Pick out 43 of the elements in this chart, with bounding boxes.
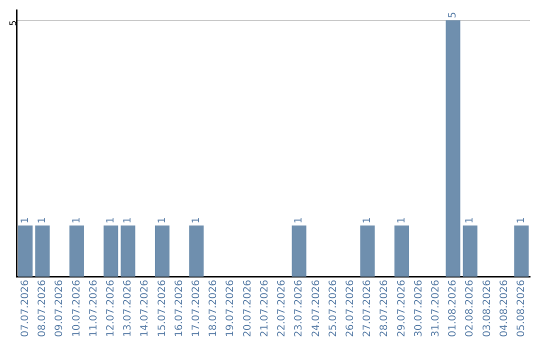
x-tick-label: 21.07.2026	[259, 280, 270, 338]
x-tick-label: 19.07.2026	[225, 280, 236, 338]
x-tick-label: 20.07.2026	[242, 280, 254, 338]
data-label: 5	[448, 12, 459, 18]
x-tick-label: 08.07.2026	[37, 280, 48, 338]
x-tick-label: 25.07.2026	[328, 280, 339, 338]
data-label: 1	[71, 217, 82, 224]
x-tick-label: 27.07.2026	[362, 280, 374, 338]
data-label: 1	[191, 217, 202, 224]
x-tick-label: 24.07.2026	[310, 280, 322, 338]
x-tick-label: 31.07.2026	[430, 280, 442, 338]
x-tick-label: 15.07.2026	[156, 280, 168, 338]
data-label: 1	[37, 217, 48, 224]
data-label: 1	[122, 217, 134, 224]
data-label: 1	[362, 217, 374, 224]
data-label: 1	[516, 217, 528, 224]
data-label: 1	[105, 217, 116, 224]
x-tick-label: 02.08.2026	[464, 280, 476, 338]
data-label: 1	[464, 217, 476, 224]
x-tick-label: 23.07.2026	[294, 280, 305, 338]
x-tick-label: 30.07.2026	[413, 280, 424, 338]
x-tick-label: 11.07.2026	[88, 280, 100, 338]
x-tick-label: 17.07.2026	[191, 280, 202, 338]
x-tick-label: 04.08.2026	[498, 280, 510, 338]
x-tick-label: 09.07.2026	[54, 280, 66, 338]
x-tick-label: 22.07.2026	[276, 280, 288, 338]
data-label: 1	[294, 217, 305, 224]
x-tick-label: 03.08.2026	[482, 280, 493, 338]
x-tick-label: 13.07.2026	[122, 280, 134, 338]
x-tick-label: 07.07.2026	[20, 280, 31, 338]
x-tick-label: 01.08.2026	[448, 280, 459, 338]
data-label: 1	[20, 217, 31, 224]
x-tick-label: 12.07.2026	[105, 280, 116, 338]
x-tick-label: 26.07.2026	[344, 280, 356, 338]
x-tick-label: 16.07.2026	[174, 280, 185, 338]
x-tick-label: 28.07.2026	[379, 280, 390, 338]
data-label: 1	[156, 217, 168, 224]
x-tick-label: 14.07.2026	[140, 280, 151, 338]
x-tick-label: 05.08.2026	[516, 280, 528, 338]
x-tick-label: 10.07.2026	[71, 280, 82, 338]
data-label: 1	[396, 217, 408, 224]
x-tick-label: 29.07.2026	[396, 280, 408, 338]
x-tick-label: 18.07.2026	[208, 280, 220, 338]
